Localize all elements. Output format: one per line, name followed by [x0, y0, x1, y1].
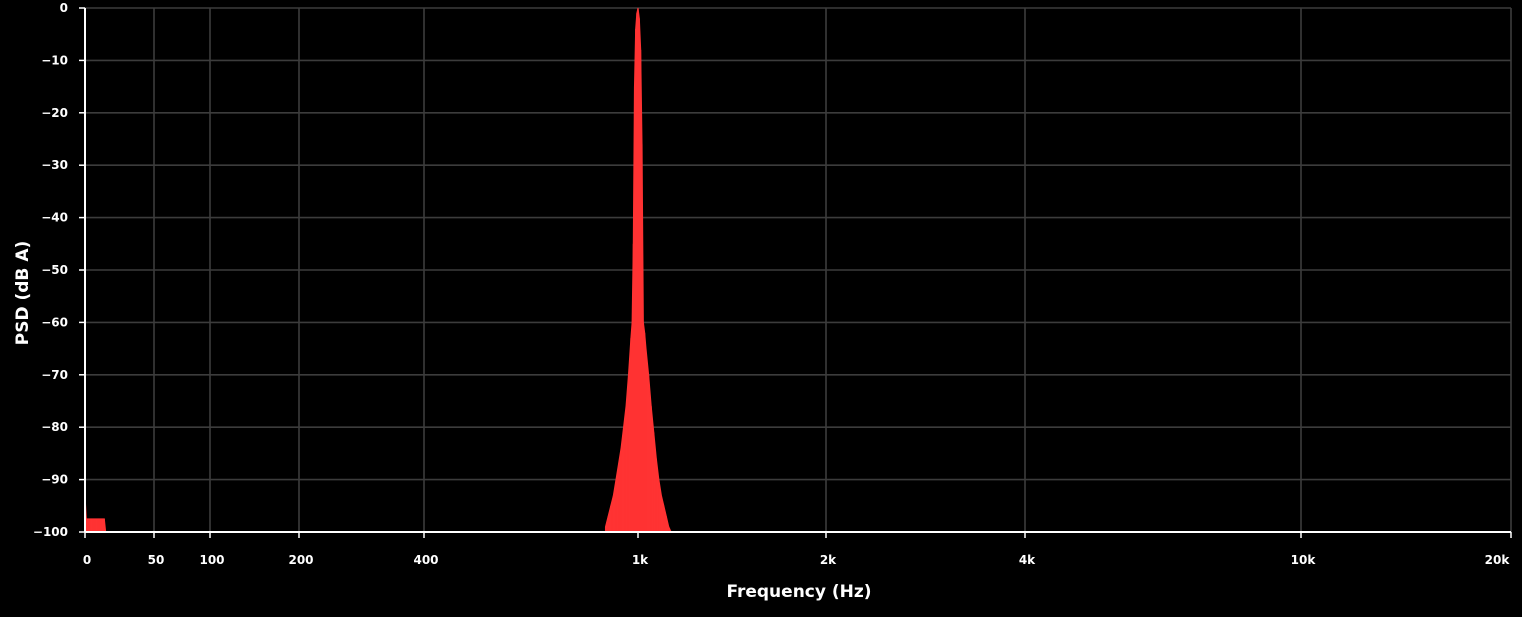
y-axis-title: PSD (dB A)	[13, 241, 33, 345]
x-tick-label: 50	[148, 553, 165, 567]
y-tick-label: −100	[33, 525, 68, 539]
x-tick-label: 200	[288, 553, 313, 567]
y-tick-label: −30	[41, 158, 68, 172]
y-tick-label: −40	[41, 211, 68, 225]
x-tick-label: 4k	[1019, 553, 1036, 567]
y-tick-label: 0	[60, 1, 68, 15]
axes	[79, 7, 1512, 538]
x-tick-label: 20k	[1485, 553, 1511, 567]
x-tick-label: 100	[199, 553, 224, 567]
y-tick-label: −10	[41, 53, 68, 67]
y-tick-label: −50	[41, 263, 68, 277]
y-tick-label: −80	[41, 420, 68, 434]
y-tick-label: −20	[41, 106, 68, 120]
x-tick-label: 10k	[1291, 553, 1317, 567]
x-tick-label: 2k	[820, 553, 837, 567]
y-tick-label: −70	[41, 368, 68, 382]
x-axis-title: Frequency (Hz)	[726, 582, 871, 602]
y-tick-label: −90	[41, 473, 68, 487]
grid	[84, 7, 1512, 533]
x-tick-label: 0	[83, 553, 91, 567]
x-tick-label: 1k	[632, 553, 649, 567]
tick-labels: 0 −10 −20 −30 −40 −50 −60 −70 −80 −90 −100 0 50 100 20…	[33, 1, 1510, 567]
y-tick-label: −60	[41, 315, 68, 329]
x-tick-label: 400	[413, 553, 438, 567]
